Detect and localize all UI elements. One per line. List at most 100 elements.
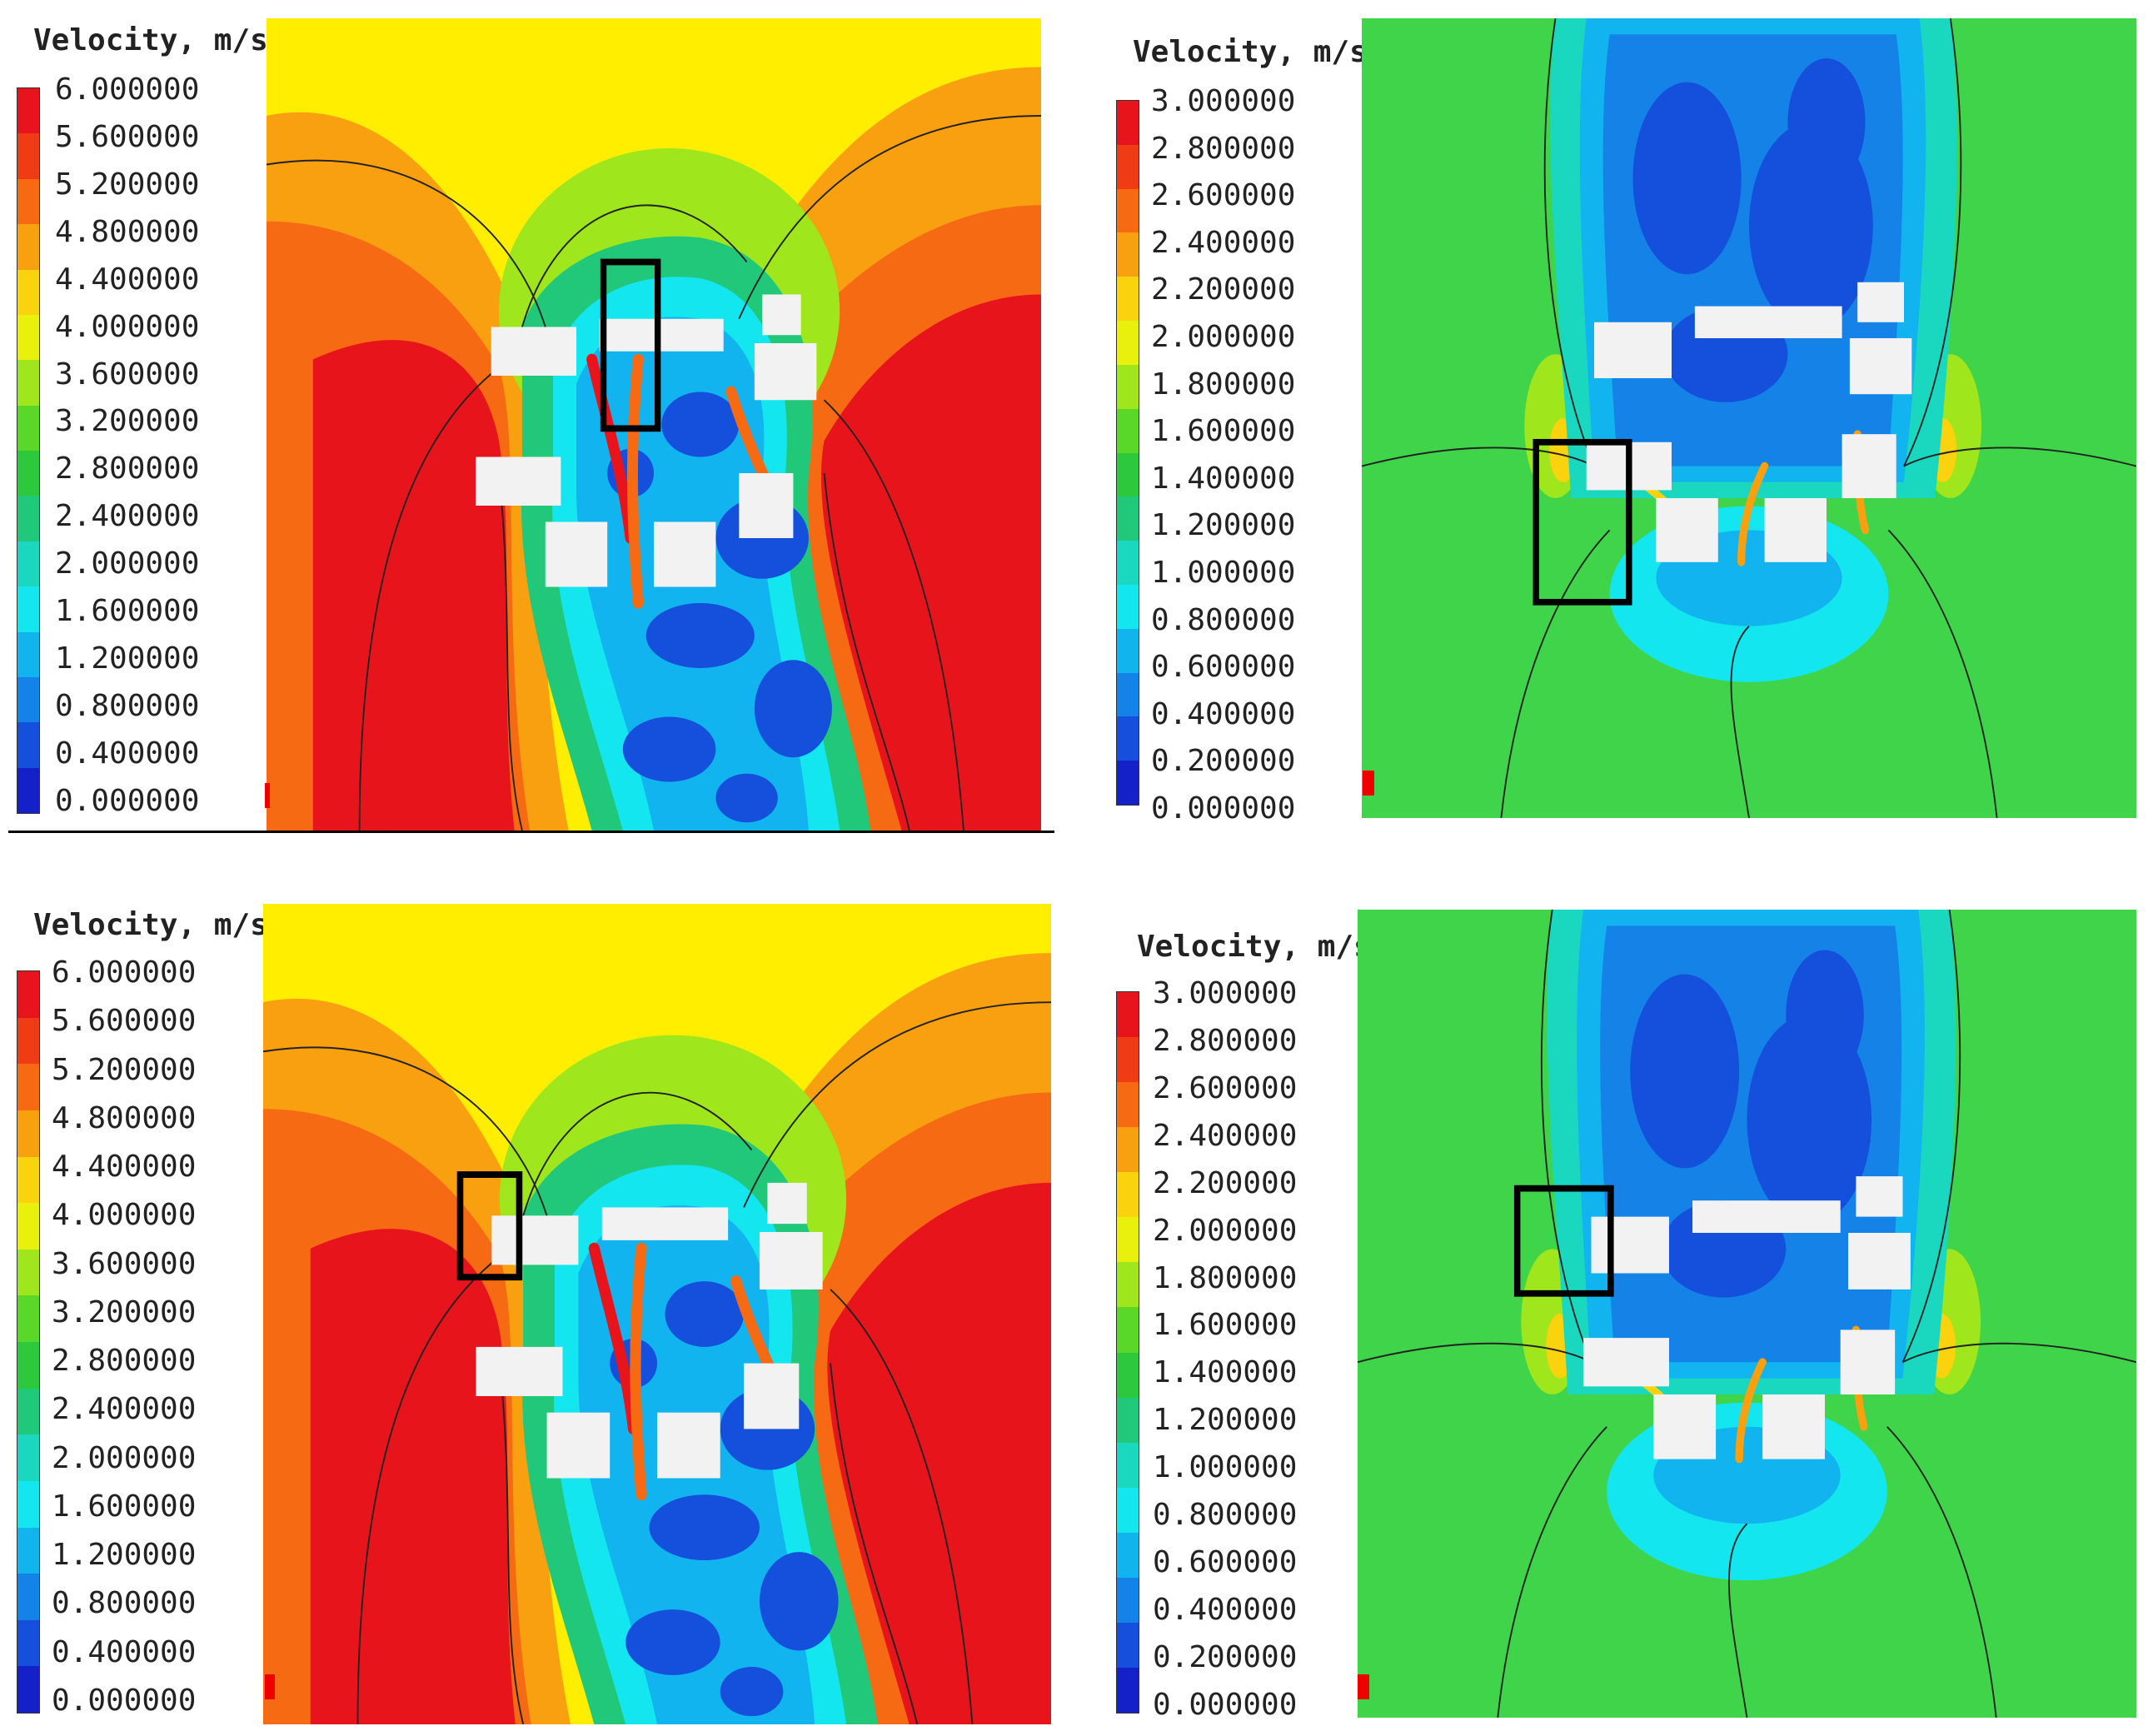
colorbar-tick-label: 3.000000 — [1151, 84, 1296, 118]
colorbar-tick-label: 2.400000 — [1151, 225, 1296, 260]
colorbar-segment — [17, 269, 39, 315]
colorbar-tick-label: 3.200000 — [55, 404, 200, 439]
colorbar-segment — [1117, 1352, 1139, 1398]
colorbar-segment — [1117, 761, 1139, 805]
colorbar-segment — [17, 451, 39, 496]
colorbar-segment — [1117, 452, 1139, 497]
colorbar-tick-label: 2.200000 — [1153, 1165, 1298, 1200]
colorbar-tick-label: 5.200000 — [52, 1052, 197, 1087]
colorbar-tick-label: 2.000000 — [1151, 319, 1296, 354]
colorbar — [17, 970, 40, 1714]
legend-title: Velocity, m/s — [33, 908, 268, 942]
colorbar-segment — [17, 1156, 39, 1204]
colorbar-segment — [17, 1388, 39, 1435]
colorbar-segment — [1117, 584, 1139, 629]
colorbar-segment — [17, 1434, 39, 1481]
origin-marker — [1358, 1674, 1369, 1699]
colorbar-segment — [17, 133, 39, 179]
colorbar-segment — [17, 1203, 39, 1250]
colorbar-tick-label: 1.200000 — [55, 641, 200, 676]
colorbar-tick-label: 0.400000 — [1153, 1592, 1298, 1627]
colorbar-tick-label: 5.200000 — [55, 167, 200, 202]
colorbar-tick-label: 4.800000 — [52, 1100, 197, 1135]
colorbar-tick-label: 1.800000 — [1151, 367, 1296, 402]
colorbar-segment — [17, 496, 39, 541]
colorbar-segment — [17, 631, 39, 677]
colorbar-tick-label: 1.400000 — [1153, 1355, 1298, 1390]
colorbar-tick-label: 0.000000 — [55, 783, 200, 818]
colorbar-tick-label: 2.400000 — [55, 499, 200, 534]
colorbar-tick-label: 2.000000 — [55, 546, 200, 581]
colorbar-segment — [17, 1666, 39, 1713]
origin-marker — [265, 783, 270, 808]
colorbar-segment — [17, 224, 39, 270]
colorbar-segment — [1117, 992, 1139, 1038]
colorbar-segment — [17, 1574, 39, 1620]
velocity-field — [263, 904, 1051, 1724]
colorbar-ticks: 3.000000 2.800000 2.600000 2.400000 2.200000… — [1153, 979, 1319, 1720]
colorbar-tick-label: 3.600000 — [52, 1246, 197, 1281]
colorbar-segment — [17, 314, 39, 361]
legend-title: Velocity, m/s — [1133, 35, 1368, 69]
colorbar-tick-label: 4.000000 — [55, 309, 200, 344]
colorbar-tick-label: 0.000000 — [1151, 791, 1296, 826]
colorbar-tick-label: 3.200000 — [52, 1295, 197, 1329]
colorbar-tick-label: 1.600000 — [55, 594, 200, 629]
colorbar-segment — [17, 1295, 39, 1342]
highlight-box — [600, 258, 661, 432]
colorbar-tick-label: 0.200000 — [1153, 1639, 1298, 1674]
colorbar-segment — [1117, 1442, 1139, 1488]
colorbar-tick-label: 0.000000 — [1153, 1687, 1298, 1722]
colorbar-tick-label: 2.600000 — [1151, 178, 1296, 213]
colorbar-segment — [1117, 1307, 1139, 1353]
colorbar-tick-label: 0.800000 — [55, 688, 200, 723]
colorbar-segment — [17, 586, 39, 632]
colorbar-tick-label: 2.800000 — [1151, 131, 1296, 166]
colorbar-segment — [1117, 1172, 1139, 1218]
colorbar-tick-label: 0.400000 — [52, 1634, 197, 1669]
colorbar-segment — [17, 1480, 39, 1528]
colorbar — [1116, 100, 1139, 806]
colorbar-tick-label: 0.800000 — [1151, 602, 1296, 637]
colorbar-tick-label: 2.400000 — [1153, 1118, 1298, 1153]
colorbar-segment — [17, 971, 39, 1018]
colorbar-tick-label: 1.000000 — [1153, 1450, 1298, 1485]
colorbar-tick-label: 1.800000 — [1153, 1260, 1298, 1295]
colorbar-segment — [17, 360, 39, 406]
velocity-field — [267, 18, 1041, 831]
colorbar-tick-label: 2.800000 — [1153, 1023, 1298, 1058]
colorbar-segment — [17, 722, 39, 768]
colorbar-tick-label: 2.000000 — [52, 1440, 197, 1475]
colorbar-segment — [17, 405, 39, 451]
velocity-field — [1362, 18, 2136, 818]
highlight-box — [1513, 1185, 1614, 1297]
colorbar-tick-label: 5.600000 — [52, 1004, 197, 1039]
velocity-contour-plot — [267, 18, 1041, 831]
colorbar-segment — [1117, 1622, 1139, 1668]
colorbar-segment — [17, 1064, 39, 1110]
colorbar-tick-label: 1.200000 — [52, 1538, 197, 1573]
colorbar-tick-label: 0.600000 — [1153, 1545, 1298, 1580]
colorbar-tick-label: 0.400000 — [1151, 696, 1296, 731]
colorbar-tick-label: 0.200000 — [1151, 744, 1296, 779]
colorbar-segment — [1117, 1217, 1139, 1263]
colorbar-segment — [17, 88, 39, 134]
velocity-contour-plot — [263, 904, 1051, 1724]
origin-marker — [265, 1674, 275, 1699]
colorbar-tick-label: 4.800000 — [55, 214, 200, 249]
colorbar-tick-label: 1.400000 — [1151, 461, 1296, 496]
colorbar-tick-label: 2.600000 — [1153, 1070, 1298, 1105]
colorbar-tick-label: 6.000000 — [52, 955, 197, 990]
colorbar-segment — [1117, 1397, 1139, 1443]
colorbar-segment — [17, 1110, 39, 1157]
colorbar-tick-label: 3.000000 — [1153, 976, 1298, 1010]
velocity-contour-plot — [1358, 910, 2136, 1718]
colorbar-tick-label: 2.800000 — [52, 1344, 197, 1379]
colorbar-segment — [17, 1017, 39, 1065]
colorbar-tick-label: 1.600000 — [1151, 414, 1296, 449]
colorbar-tick-label: 2.800000 — [55, 451, 200, 486]
colorbar-segment — [1117, 1082, 1139, 1128]
colorbar-segment — [1117, 408, 1139, 453]
colorbar — [1116, 991, 1139, 1714]
colorbar-tick-label: 3.600000 — [55, 357, 200, 392]
